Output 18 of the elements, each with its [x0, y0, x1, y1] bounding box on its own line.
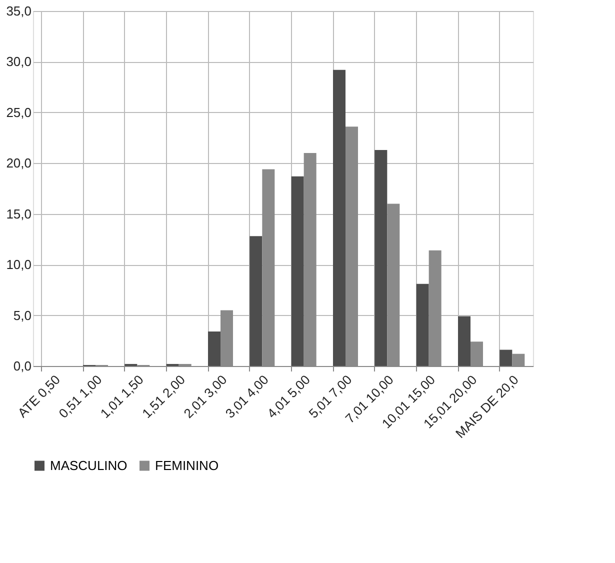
legend-label: MASCULINO	[50, 458, 128, 473]
y-tick-label: 30,0	[6, 54, 32, 70]
bar	[333, 70, 346, 366]
y-tick-label: 10,0	[6, 257, 32, 272]
bar	[250, 236, 262, 366]
y-tick-label: 35,0	[6, 4, 32, 18]
bar	[374, 150, 388, 366]
bar	[500, 350, 512, 366]
legend-label: FEMININO	[155, 458, 219, 473]
bar	[291, 176, 304, 366]
y-tick-label: 25,0	[6, 104, 32, 120]
bar	[458, 316, 470, 366]
y-tick-label: 5,0	[13, 308, 32, 323]
y-tick-label: 0,0	[13, 358, 32, 374]
y-tick-label: 20,0	[6, 156, 32, 171]
y-tick-label: 15,0	[6, 206, 32, 222]
bar	[208, 332, 220, 366]
bar	[416, 284, 429, 366]
